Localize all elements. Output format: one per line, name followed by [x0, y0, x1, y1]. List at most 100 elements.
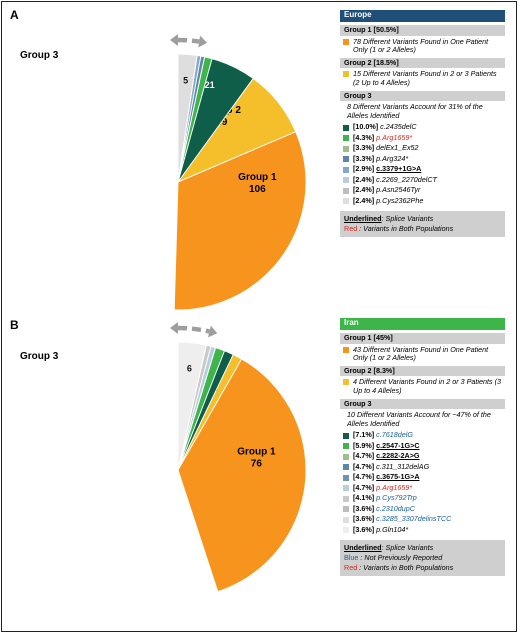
note-key: Red: [344, 563, 358, 573]
slice-group-label: Group 1: [238, 172, 277, 183]
variant-row: [2.4%] p.Cys2362Phe: [340, 196, 505, 207]
variant-row: [4.3%] p.Arg1659*: [340, 133, 505, 144]
variant-percent: [3.6%]: [353, 503, 375, 513]
group3-description: 10 Different Variants Account for ~47% o…: [347, 410, 491, 428]
slice-value-label: 106: [249, 184, 266, 195]
variant-list: [10.0%] c.2435delC [4.3%] p.Arg1659* [3.3%] d…: [340, 122, 505, 206]
variant-swatch: [343, 474, 349, 481]
variant-swatch: [343, 516, 349, 523]
note-line: Red : Variants in Both Populations: [344, 224, 501, 234]
group2-text: 4 Different Variants Found in 2 or 3 Pat…: [353, 377, 501, 395]
variant-percent: [2.4%]: [353, 185, 375, 195]
legend-title: Europe: [340, 10, 505, 22]
arc-arrow-head: [208, 325, 218, 338]
group3-heading: Group 3: [340, 90, 505, 102]
variant-row: [4.7%] c.3675-1G>A: [340, 472, 505, 483]
variant-swatch: [343, 464, 349, 471]
group1-swatch: [343, 38, 349, 45]
variant-swatch: [343, 156, 349, 163]
group2-swatch: [343, 71, 349, 78]
variant-row: [4.7%] c.311_312delAG: [340, 462, 505, 473]
panel-b-pie-chart: Group 176Group 214121088887666Group 3: [20, 322, 307, 593]
variant-swatch: [343, 177, 349, 184]
note-line: Underlined: Splice Variants: [344, 214, 501, 224]
variant-percent: [4.7%]: [353, 472, 375, 482]
variant-percent: [3.6%]: [353, 524, 375, 534]
group3-description: 8 Different Variants Account for 31% of …: [347, 102, 483, 120]
note-line: Underlined: Splice Variants: [344, 543, 501, 553]
variant-name: p.Arg324*: [376, 153, 409, 163]
variant-percent: [3.6%]: [353, 514, 375, 524]
note-key: Blue: [344, 553, 359, 563]
variant-percent: [2.9%]: [353, 164, 375, 174]
variant-name: c.311_312delAG: [376, 461, 430, 471]
note-key: Red: [344, 224, 358, 234]
note-line: Red : Variants in Both Populations: [344, 563, 501, 573]
variant-name: p.Cys2362Phe: [376, 195, 424, 205]
variant-row: [5.9%] c.2547-1G>C: [340, 441, 505, 452]
variant-percent: [3.3%]: [353, 143, 375, 153]
legend-title: Iran: [340, 318, 505, 330]
group1-text: 43 Different Variants Found in One Patie…: [353, 344, 489, 363]
variant-swatch: [343, 443, 349, 450]
variant-name: c.3675-1G>A: [376, 472, 420, 482]
variant-name: p.Asn2546Tyr: [376, 185, 421, 195]
variant-swatch: [343, 166, 349, 173]
variant-row: [4.1%] p.Cys792Trp: [340, 493, 505, 504]
variant-row: [4.7%] c.2282-2A>G: [340, 451, 505, 462]
variant-percent: [10.0%]: [353, 122, 379, 132]
group1-heading: Group 1 [50.5%]: [340, 25, 505, 36]
variant-name: delEx1_Ex52: [376, 143, 419, 153]
variant-percent: [4.7%]: [353, 482, 375, 492]
variant-swatch: [343, 187, 349, 194]
group1-description: 78 Different Variants Found in One Patie…: [340, 36, 505, 55]
variant-row: [2.4%] p.Asn2546Tyr: [340, 185, 505, 196]
variant-swatch: [343, 135, 349, 142]
variant-name: p.Cys792Trp: [376, 493, 417, 503]
variant-name: c.3285_3307delinsTCC: [376, 514, 452, 524]
variant-percent: [7.1%]: [353, 430, 375, 440]
variant-swatch: [343, 506, 349, 513]
group2-swatch: [343, 379, 349, 386]
legend-notes: Underlined: Splice Variants Red : Variant…: [340, 211, 505, 238]
slice-value-label: 21: [205, 80, 215, 90]
group2-heading: Group 2 [18.5%]: [340, 57, 505, 69]
variant-row: [4.7%] p.Arg1659*: [340, 483, 505, 494]
group2-description: 15 Different Variants Found in 2 or 3 Pa…: [340, 68, 505, 87]
variant-percent: [2.4%]: [353, 195, 375, 205]
panel-a-pie-chart: Group 1106Group 239219776555Group 3: [20, 34, 307, 311]
slice-value-label: 5: [183, 75, 188, 85]
group2-text: 15 Different Variants Found in 2 or 3 Pa…: [353, 69, 497, 87]
variant-swatch: [343, 527, 349, 534]
variant-name: c.2282-2A>G: [376, 451, 420, 461]
note-text: : Variants in Both Populations: [357, 563, 454, 573]
variant-swatch: [343, 485, 349, 492]
variant-percent: [4.7%]: [353, 461, 375, 471]
note-key: Underlined: [344, 214, 382, 224]
variant-percent: [2.4%]: [353, 174, 375, 184]
panel-a-legend: Europe Group 1 [50.5%] 78 Different Vari…: [340, 10, 505, 238]
panel-b-letter: B: [10, 318, 19, 332]
variant-swatch: [343, 453, 349, 460]
variant-row: [3.3%] p.Arg324*: [340, 154, 505, 165]
variant-row: [3.6%] p.Gln104*: [340, 525, 505, 536]
variant-list: [7.1%] c.7618delG [5.9%] c.2547-1G>C [4.7%] c…: [340, 430, 505, 535]
variant-row: [3.6%] c.2310dupC: [340, 504, 505, 515]
variant-row: [2.9%] c.3379+1G>A: [340, 164, 505, 175]
panel-b-legend: Iran Group 1 [45%] 43 Different Variants…: [340, 318, 505, 577]
variant-percent: [4.7%]: [353, 451, 375, 461]
arc-arrow-head: [170, 34, 178, 46]
variant-name: p.Arg1659*: [376, 132, 413, 142]
slice-group-label: Group 1: [237, 447, 276, 458]
group1-heading: Group 1 [45%]: [340, 333, 505, 344]
variant-row: [2.4%] c.2269_2270delCT: [340, 175, 505, 186]
pie-slice-10: [177, 53, 198, 183]
group2-description: 4 Different Variants Found in 2 or 3 Pat…: [340, 376, 505, 395]
variant-name: c.7618delG: [376, 430, 413, 440]
variant-name: c.2547-1G>C: [376, 440, 420, 450]
variant-row: [3.6%] c.3285_3307delinsTCC: [340, 514, 505, 525]
group3-dashed-arc: [177, 37, 200, 44]
variant-swatch: [343, 124, 349, 131]
legend-notes: Underlined: Splice Variants Blue : Not Pr…: [340, 540, 505, 577]
